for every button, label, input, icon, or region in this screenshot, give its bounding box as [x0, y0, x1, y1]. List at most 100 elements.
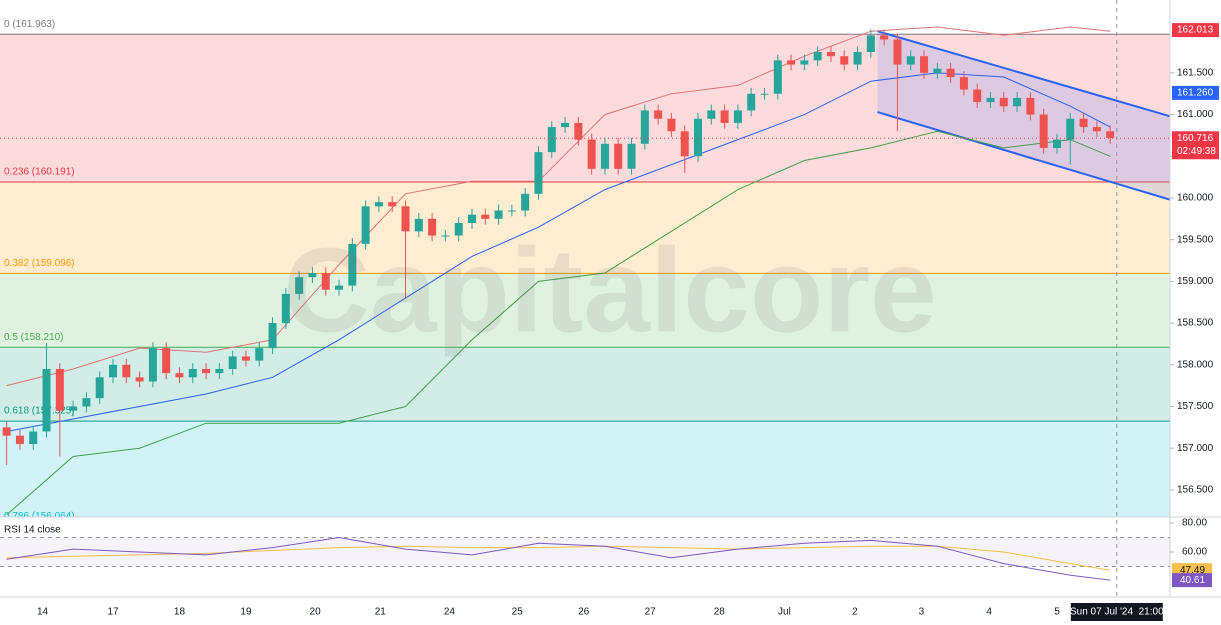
crosshair-tag [1070, 603, 1163, 621]
channel-line [877, 111, 1170, 201]
candle-body [122, 364, 131, 378]
candle-body [202, 368, 211, 374]
candle-body [135, 377, 144, 382]
x-tick-label: 21 [375, 607, 387, 618]
fib-label: 0.236 (160.191) [4, 167, 75, 178]
candle-body [826, 52, 835, 57]
rsi-tag-label: 40.61 [1180, 575, 1205, 586]
y-tick-label: 159.500 [1177, 234, 1214, 245]
candle-body [986, 97, 995, 103]
candle-body [787, 60, 796, 65]
fib-label: 0 (161.963) [4, 19, 55, 30]
candle-body [2, 427, 11, 436]
candle-body [428, 218, 437, 236]
candle-body [494, 210, 503, 219]
y-tick-label: 156.500 [1177, 485, 1214, 496]
candle-body [893, 39, 902, 65]
candle-body [268, 323, 277, 349]
candle-body [215, 368, 224, 374]
overlay-line [6, 26, 1111, 387]
x-tick-label: 27 [645, 607, 657, 618]
candle-body [999, 97, 1008, 107]
y-tick-label: 161.000 [1177, 109, 1214, 120]
candle-body [441, 235, 450, 237]
y-tick-label: 159.000 [1177, 276, 1214, 287]
candle-body [1052, 139, 1061, 148]
candle-body [574, 122, 583, 140]
candle-body [534, 152, 543, 194]
candle-body [162, 348, 171, 374]
candle-body [29, 431, 38, 445]
x-tick-label: 25 [512, 607, 524, 618]
fib-label: 0.618 (157.325) [4, 406, 75, 417]
candle-body [295, 277, 304, 294]
candle-body [906, 56, 915, 65]
price-tag [1172, 131, 1219, 160]
x-tick-label: 14 [37, 607, 49, 618]
overlay-line [6, 130, 1111, 516]
candle-body [547, 127, 556, 153]
candle-body [667, 118, 676, 132]
candle-body [561, 122, 570, 128]
candle-body [1066, 118, 1075, 140]
candle-body [1106, 131, 1115, 138]
candle-body [587, 139, 596, 169]
x-tick-label: 20 [310, 607, 322, 618]
candle-body [773, 60, 782, 94]
candle-body [707, 110, 716, 119]
fib-zone [0, 182, 1170, 274]
candle-body [800, 60, 809, 65]
candle-body [627, 143, 636, 169]
candle-body [401, 206, 410, 232]
candle-body [521, 193, 530, 211]
rsi-tag [1172, 573, 1212, 588]
candle-body [920, 56, 929, 73]
candle-body [228, 356, 237, 369]
x-tick-label: 19 [240, 607, 252, 618]
y-tick-label: 161.500 [1177, 68, 1214, 79]
x-tick-label: 28 [714, 607, 726, 618]
candle-body [507, 210, 516, 212]
candle-body [600, 143, 609, 169]
price-tag-label: 162.013 [1177, 25, 1214, 36]
candle-body [321, 273, 330, 290]
candle-body [55, 368, 64, 411]
x-tick-label: 4 [986, 607, 992, 618]
candle-body [69, 406, 78, 411]
candle-body [281, 293, 290, 324]
price-tag [1172, 85, 1219, 100]
rsi-tag-label: 47.49 [1180, 565, 1205, 576]
x-tick-label: 24 [444, 607, 456, 618]
y-tick-label: 157.500 [1177, 401, 1214, 412]
candle-body [481, 214, 490, 219]
candle-body [335, 285, 344, 290]
candle-body [1092, 127, 1101, 132]
x-tick-label: Jul [778, 607, 791, 618]
price-tag [1172, 23, 1219, 38]
candle-body [747, 93, 756, 111]
crosshair-label: Sun 07 Jul '24 21:00 [1070, 607, 1164, 618]
x-tick-label: 2 [852, 607, 858, 618]
candle-body [640, 110, 649, 144]
x-tick-label: 5 [1054, 607, 1060, 618]
x-tick-label: 18 [174, 607, 186, 618]
price-pane: 0 (161.963) 0.236 (160.191) 0.382 (159.096… [0, 19, 1170, 517]
countdown: 02:49:38 [1177, 146, 1216, 157]
y-tick-label: 157.000 [1177, 443, 1214, 454]
candle-body [308, 273, 317, 278]
y-tick-label: 160.000 [1177, 193, 1214, 204]
candle-body [188, 368, 197, 378]
candle-body [880, 35, 889, 40]
rsi-title: RSI 14 close [4, 525, 61, 536]
candle-body [694, 118, 703, 157]
candle-body [614, 143, 623, 169]
candle-body [760, 93, 769, 95]
fib-label: 0.5 (158.210) [4, 332, 64, 343]
candle-body [255, 348, 264, 361]
candle-body [82, 398, 91, 407]
candle-body [973, 89, 982, 103]
rsi-line [6, 536, 1111, 581]
x-tick-label: 26 [578, 607, 590, 618]
rsi-tick-label: 80.00 [1182, 518, 1207, 529]
candle-body [813, 52, 822, 61]
